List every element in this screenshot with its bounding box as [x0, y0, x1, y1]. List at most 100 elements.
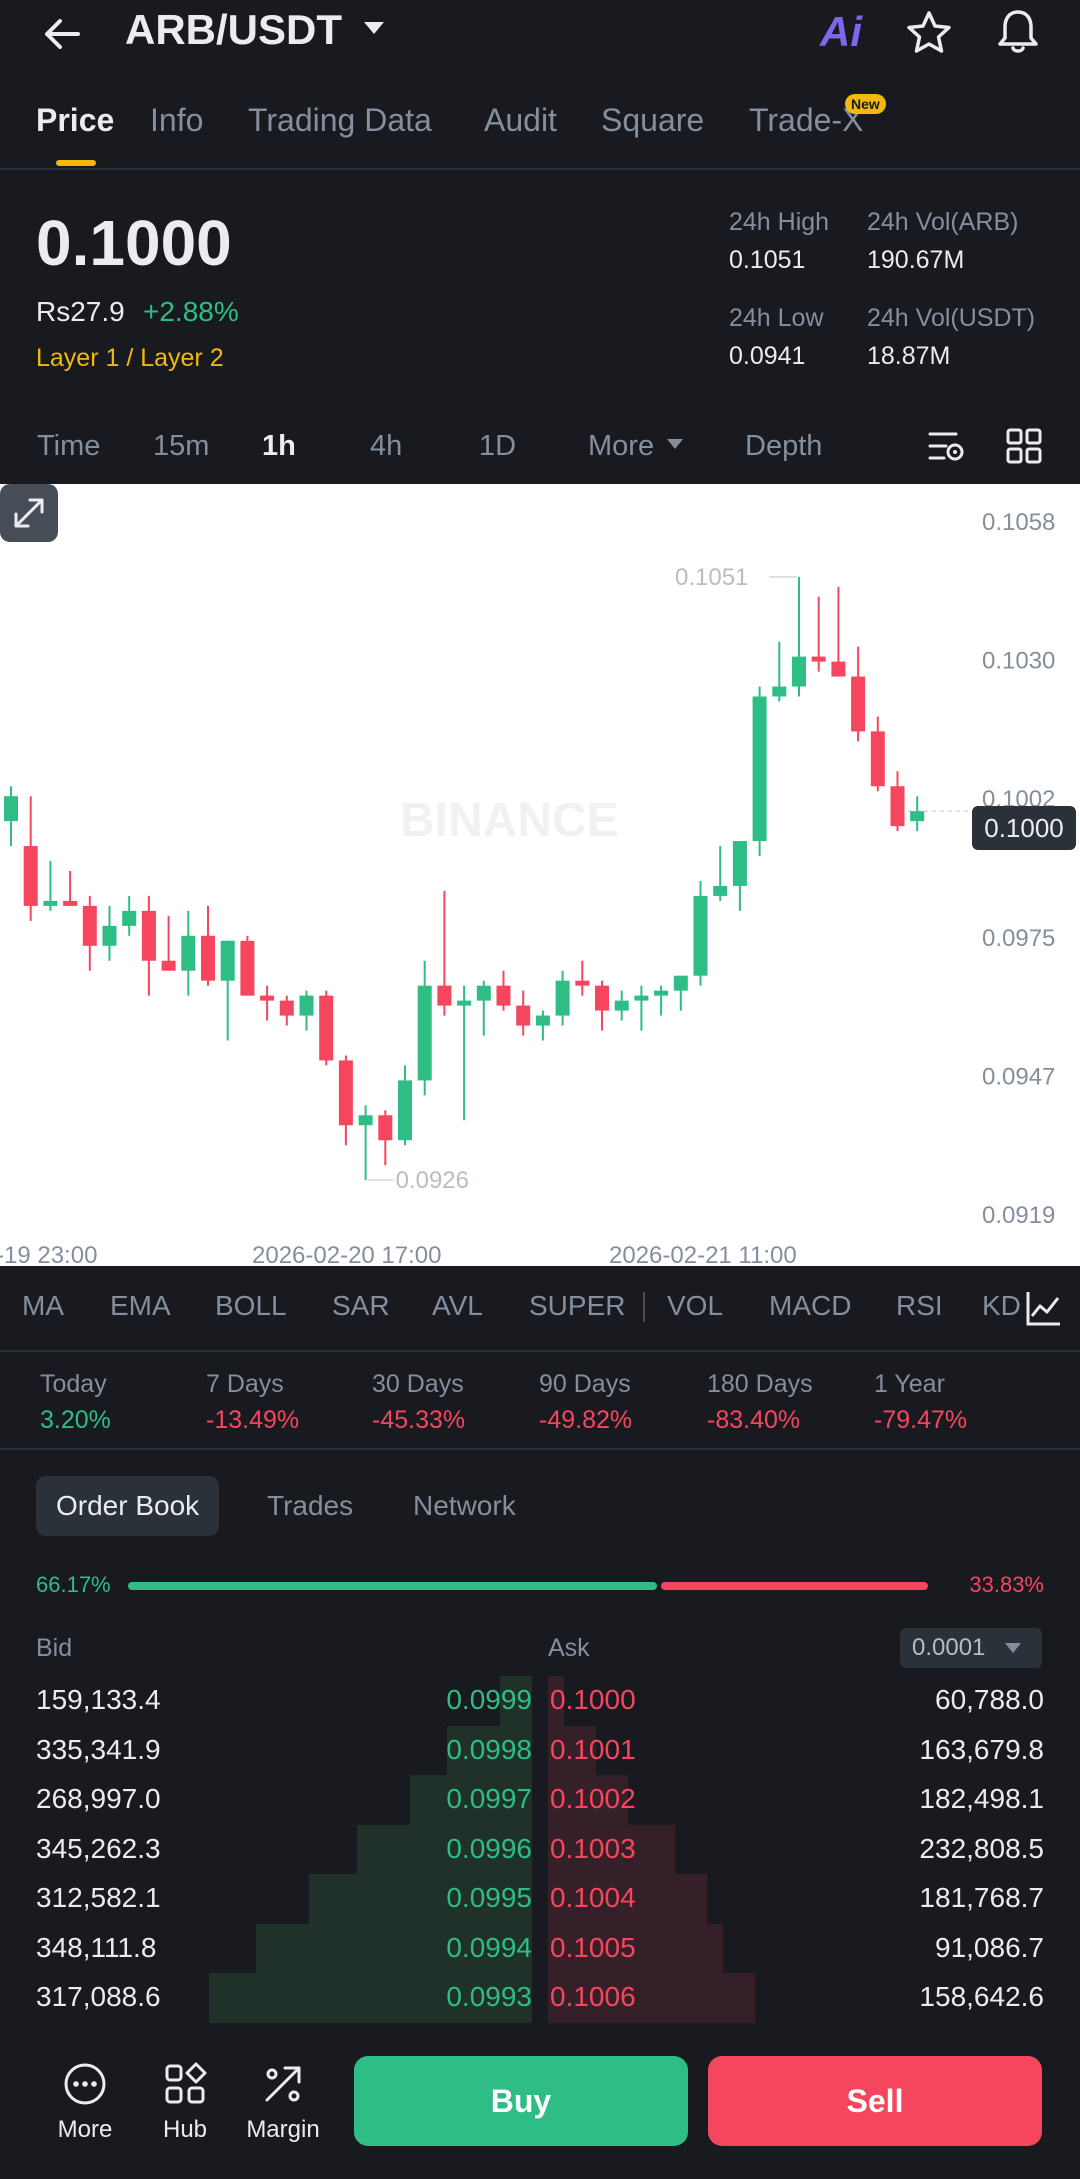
- indicator-boll[interactable]: BOLL: [215, 1290, 287, 1321]
- candle: [299, 990, 314, 1031]
- tab-square[interactable]: Square: [601, 102, 705, 138]
- orderbook-row[interactable]: 317,088.6 0.0993 0.1006 158,642.6: [0, 1973, 1080, 2023]
- candle: [102, 905, 117, 961]
- expand-icon[interactable]: [0, 484, 58, 542]
- interval-4h[interactable]: 4h: [370, 430, 403, 462]
- indicator-avl[interactable]: AVL: [432, 1290, 483, 1321]
- grid-layout-icon[interactable]: [1004, 426, 1044, 466]
- interval-more[interactable]: More: [588, 430, 655, 462]
- indicator-super[interactable]: SUPER: [529, 1290, 626, 1321]
- bid-price: 0.0994: [446, 1931, 532, 1963]
- ask-price: 0.1002: [550, 1783, 636, 1814]
- candle: [476, 980, 491, 1036]
- price-summary: 0.1000 Rs27.9 +2.88% Layer 1 / Layer 2 2…: [0, 172, 1080, 410]
- ask-price: 0.1003: [550, 1832, 636, 1864]
- orderbook-row[interactable]: 348,111.8 0.0994 0.1005 91,086.7: [0, 1923, 1080, 1974]
- margin-button[interactable]: Margin: [238, 2060, 328, 2144]
- indicator-ema[interactable]: EMA: [110, 1290, 171, 1321]
- ai-assistant-icon[interactable]: Ai: [820, 8, 862, 55]
- orderbook-row[interactable]: 268,997.0 0.0997 0.1002 182,498.1: [0, 1775, 1080, 1825]
- bid-quantity: 159,133.4: [36, 1684, 161, 1715]
- indicator-ma[interactable]: MA: [22, 1290, 64, 1321]
- tab-price[interactable]: Price: [36, 102, 115, 138]
- indicator-macd[interactable]: MACD: [769, 1290, 852, 1321]
- bid-depth-bar: [500, 1676, 532, 1726]
- performance-row: Today 3.20% 7 Days -13.49% 30 Days -45.3…: [0, 1354, 1080, 1450]
- perf-value-30d: -45.33%: [372, 1406, 466, 1434]
- candle: [338, 1055, 353, 1146]
- candle: [811, 596, 826, 672]
- candle: [772, 641, 787, 702]
- bid-depth-bar: [447, 1725, 532, 1776]
- bid-quantity: 335,341.9: [36, 1733, 161, 1765]
- chart-settings-icon[interactable]: [926, 426, 966, 466]
- orderbook-rows: 159,133.4 0.0999 0.1000 60,788.0 335,341.9 0.…: [0, 1676, 1080, 2026]
- high-label: 24h High: [729, 208, 830, 236]
- ask-ratio-value: 33.83%: [969, 1572, 1044, 1597]
- tab-trade-x[interactable]: Trade-X: [749, 102, 864, 138]
- candle: [752, 686, 767, 857]
- candle: [870, 716, 885, 792]
- indicator-rsi[interactable]: RSI: [896, 1290, 943, 1321]
- candle: [555, 970, 570, 1026]
- buy-button[interactable]: Buy: [354, 2056, 688, 2146]
- interval-1d[interactable]: 1D: [479, 430, 517, 462]
- orderbook-row[interactable]: 335,341.9 0.0998 0.1001 163,679.8: [0, 1725, 1080, 1776]
- indicator-kd[interactable]: KD: [982, 1290, 1021, 1321]
- sell-button[interactable]: Sell: [708, 2056, 1042, 2146]
- bell-icon[interactable]: [992, 6, 1044, 58]
- tab-audit[interactable]: Audit: [484, 102, 557, 138]
- margin-label: Margin: [246, 2116, 320, 2143]
- interval-time[interactable]: Time: [37, 430, 101, 462]
- orderbook-row[interactable]: 312,582.1 0.0995 0.1004 181,768.7: [0, 1874, 1080, 1924]
- vol-quote-value: 18.87M: [867, 342, 951, 370]
- bid-depth-bar: [410, 1775, 532, 1825]
- indicator-vol[interactable]: VOL: [667, 1290, 724, 1321]
- precision-dropdown[interactable]: 0.0001: [900, 1628, 1042, 1668]
- tab-info[interactable]: Info: [150, 102, 204, 138]
- ask-price: 0.1000: [550, 1684, 636, 1715]
- orderbook-row[interactable]: 159,133.4 0.0999 0.1000 60,788.0: [0, 1676, 1080, 1726]
- interval-15m[interactable]: 15m: [153, 430, 210, 462]
- category-tag[interactable]: Layer 1 / Layer 2: [36, 344, 224, 372]
- ask-quantity: 182,498.1: [919, 1783, 1044, 1814]
- candle: [398, 1065, 412, 1146]
- ask-price: 0.1005: [550, 1931, 636, 1963]
- x-axis-tick: 2026-02-21 11:00: [609, 1242, 797, 1266]
- orderbook-row[interactable]: 345,262.3 0.0996 0.1003 232,808.5: [0, 1824, 1080, 1875]
- low-value: 0.0941: [729, 342, 806, 370]
- hub-button[interactable]: Hub: [140, 2060, 230, 2144]
- margin-icon: [265, 2066, 301, 2102]
- y-axis-tick: 0.0947: [982, 1063, 1055, 1090]
- line-chart-icon[interactable]: [1024, 1288, 1064, 1328]
- candle: [595, 980, 609, 1031]
- detail-tabs: Price Info Trading Data Audit Square Tra…: [0, 92, 1080, 170]
- chevron-down-icon[interactable]: [362, 20, 386, 36]
- ask-depth-bar: [548, 1824, 675, 1875]
- more-button[interactable]: More: [40, 2060, 130, 2144]
- ask-price: 0.1004: [550, 1882, 636, 1913]
- tab-trading-data[interactable]: Trading Data: [248, 102, 432, 138]
- more-label: More: [57, 2116, 113, 2143]
- ask-header: Ask: [548, 1634, 590, 1662]
- bid-depth-bar: [209, 1973, 532, 2023]
- back-arrow-icon[interactable]: [38, 10, 86, 58]
- perf-label-90d: 90 Days: [539, 1370, 631, 1398]
- binance-watermark: BINANCE: [400, 794, 619, 847]
- caret-down-icon[interactable]: [666, 438, 684, 450]
- candlestick-chart[interactable]: BINANCE 0.1058 0.1030 0.1002 0.0975 0.0947 0.…: [0, 484, 1080, 1266]
- pair-selector[interactable]: ARB/USDT: [125, 6, 342, 53]
- bid-ratio-value: 66.17%: [36, 1572, 111, 1597]
- indicator-sar[interactable]: SAR: [332, 1290, 390, 1321]
- star-icon[interactable]: [904, 8, 954, 58]
- tab-order-book[interactable]: Order Book: [36, 1476, 220, 1536]
- candle: [693, 880, 708, 986]
- tab-trades[interactable]: Trades: [267, 1490, 354, 1521]
- ask-quantity: 60,788.0: [935, 1684, 1044, 1715]
- x-axis-tick: -19 23:00: [0, 1242, 97, 1266]
- interval-1h[interactable]: 1h: [262, 430, 296, 462]
- candle: [910, 796, 925, 832]
- perf-value-7d: -13.49%: [206, 1406, 300, 1434]
- tab-network[interactable]: Network: [413, 1490, 516, 1521]
- interval-depth[interactable]: Depth: [745, 430, 823, 462]
